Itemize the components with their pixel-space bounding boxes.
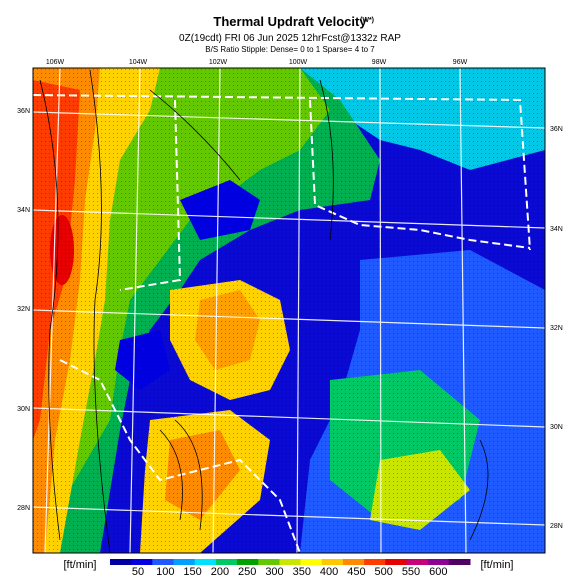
lat-label-right: 32N <box>550 325 563 332</box>
colorbar-swatch <box>448 559 471 565</box>
lat-label-left: 30N <box>17 406 30 413</box>
lat-label-right: 28N <box>550 523 563 530</box>
map-frame <box>32 67 546 554</box>
colorbar-swatch <box>194 559 217 565</box>
colorbar-swatch <box>173 559 196 565</box>
colorbar-tick-label: 50 <box>132 566 144 578</box>
colorbar-tick-label: 550 <box>402 566 420 578</box>
colorbar-swatch <box>237 559 259 565</box>
title: Thermal Updraft Velocity <box>213 14 367 29</box>
colorbar-swatch <box>300 559 323 565</box>
colorbar-swatch <box>258 559 280 565</box>
colorbar-tick-label: 250 <box>238 566 256 578</box>
colorbar-tick-label: 450 <box>347 566 365 578</box>
colorbar-tick-label: 100 <box>156 566 174 578</box>
lon-label: 102W <box>209 59 228 66</box>
lat-label-left: 36N <box>17 108 30 115</box>
colorbar-tick-label: 600 <box>429 566 447 578</box>
colorbar-unit: [ft/min] <box>63 559 96 571</box>
colorbar-swatch <box>131 559 153 565</box>
lat-label-left: 34N <box>17 207 30 214</box>
lon-label: 98W <box>372 59 387 66</box>
colorbar-swatch <box>342 559 365 565</box>
colorbar-swatch <box>427 559 450 565</box>
colorbar-tick-label: 300 <box>265 566 283 578</box>
colorbar: 50 100 150 200 250 300 350 400 450 500 550 600 [ft/m… <box>63 559 514 578</box>
colorbar-swatch <box>279 559 302 565</box>
title-units: (W*) <box>360 17 374 24</box>
lon-label: 104W <box>129 59 148 66</box>
lon-label: 100W <box>289 59 308 66</box>
subtitle: 0Z(19cdt) FRI 06 Jun 2025 12hrFcst@1332z… <box>179 33 401 44</box>
colorbar-swatch <box>364 559 386 565</box>
lat-label-left: 32N <box>17 306 30 313</box>
colorbar-unit: [ft/min] <box>480 559 513 571</box>
lat-label-right: 36N <box>550 126 563 133</box>
stipple-note: B/S Ratio Stipple: Dense= 0 to 1 Sparse=… <box>205 45 375 54</box>
colorbar-swatch <box>110 559 132 565</box>
colorbar-swatch <box>215 559 238 565</box>
colorbar-swatch <box>385 559 407 565</box>
colorbar-tick-label: 500 <box>375 566 393 578</box>
colorbar-swatch <box>152 559 175 565</box>
colorbar-swatch <box>406 559 429 565</box>
colorbar-swatch <box>321 559 344 565</box>
lat-label-left: 28N <box>17 505 30 512</box>
colorbar-tick-label: 400 <box>320 566 338 578</box>
lat-label-right: 34N <box>550 226 563 233</box>
lon-label: 106W <box>46 59 65 66</box>
lat-label-right: 30N <box>550 424 563 431</box>
colorbar-tick-label: 350 <box>293 566 311 578</box>
colorbar-tick-label: 200 <box>211 566 229 578</box>
lon-label: 96W <box>453 59 468 66</box>
colorbar-tick-label: 150 <box>183 566 201 578</box>
map-field <box>33 68 545 553</box>
